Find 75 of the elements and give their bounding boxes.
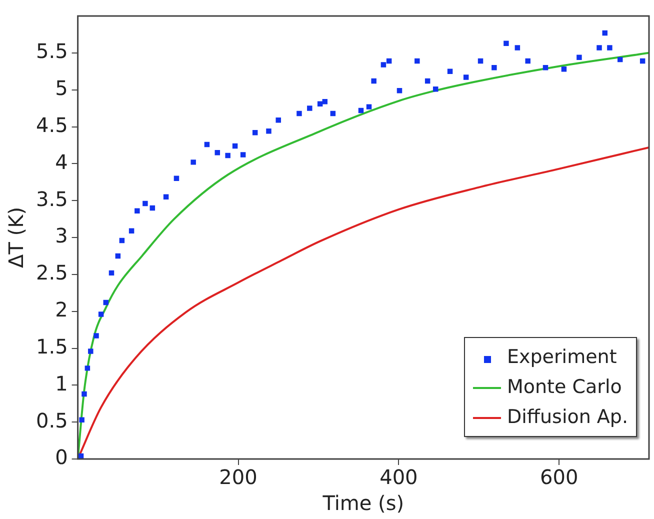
y-tick-label: 2.5 (36, 260, 68, 285)
x-tick-label: 200 (219, 465, 258, 490)
point (94, 333, 99, 338)
y-tick-label: 2 (55, 298, 68, 322)
point (78, 453, 84, 459)
x-tick-label: 400 (380, 465, 418, 490)
y-tick-label: 3 (55, 224, 68, 248)
point (504, 40, 509, 46)
point (492, 65, 497, 70)
point (576, 54, 582, 60)
point (225, 152, 230, 158)
y-tick-label: 1.5 (36, 334, 68, 358)
point (134, 208, 140, 214)
point (322, 99, 328, 104)
point (190, 160, 196, 165)
point (561, 66, 567, 72)
point (307, 106, 312, 111)
point (514, 45, 520, 50)
point (317, 101, 323, 106)
point (142, 200, 148, 206)
point (163, 194, 169, 200)
y-tick-label: 5.5 (36, 39, 68, 64)
point (204, 142, 210, 148)
point (618, 56, 623, 62)
point (88, 348, 94, 354)
point (380, 62, 386, 68)
legend-label: Diffusion Ap. (507, 406, 628, 428)
point (150, 205, 156, 211)
point (366, 104, 372, 110)
y-tick-label: 4 (55, 150, 68, 174)
point (478, 58, 484, 64)
point (463, 74, 469, 80)
point (266, 128, 272, 134)
legend-label: Monte Carlo (507, 376, 622, 398)
point (108, 270, 114, 276)
point (296, 110, 302, 116)
point (79, 417, 84, 422)
point (542, 65, 548, 70)
y-tick-label: 1 (55, 371, 68, 396)
point (232, 143, 238, 149)
y-tick-label: 3.5 (36, 186, 68, 211)
point (602, 30, 608, 36)
point (214, 150, 220, 156)
point (358, 108, 364, 114)
point (640, 58, 646, 64)
y-tick-label: 4.5 (36, 112, 68, 137)
point (115, 253, 121, 259)
point (98, 312, 104, 317)
point (119, 238, 125, 244)
point (330, 110, 336, 116)
point (414, 58, 420, 64)
point (371, 78, 376, 84)
point (252, 130, 258, 136)
point (128, 228, 134, 234)
legend-label: Experiment (507, 346, 617, 368)
point (596, 45, 602, 50)
y-tick-label: 5 (55, 76, 68, 100)
point (386, 58, 392, 64)
point (447, 68, 453, 74)
point (103, 300, 109, 306)
y-tick-label: 0 (55, 445, 68, 470)
point (424, 78, 430, 84)
point (240, 152, 246, 158)
point (525, 58, 530, 64)
point (432, 86, 438, 92)
y-tick-label: 0.5 (36, 408, 68, 432)
point (84, 366, 90, 371)
point (607, 45, 612, 50)
point (276, 117, 281, 123)
y-axis-title: ΔT (K) (4, 207, 28, 268)
point (174, 176, 180, 182)
x-tick-label: 600 (540, 465, 578, 490)
point (82, 391, 87, 397)
x-axis-title: Time (s) (322, 491, 404, 516)
point (396, 88, 402, 94)
